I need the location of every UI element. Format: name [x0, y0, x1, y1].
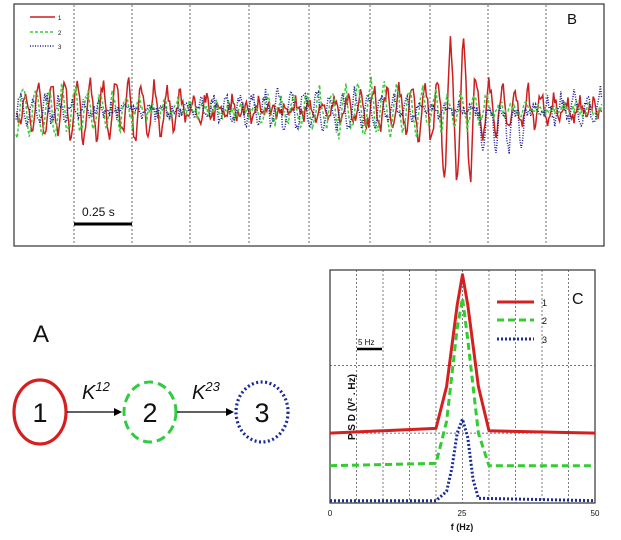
trace-2 — [15, 76, 603, 140]
legend-label-3: 3 — [58, 45, 62, 51]
panel-c-series — [329, 273, 596, 503]
panel-c: C 1 2 3 5 Hz P S D (V² . Hz) f (Hz) 0 25… — [328, 269, 600, 532]
psd-series-3 — [330, 417, 596, 503]
c-legend-label-2: 2 — [542, 316, 547, 326]
time-scale-label: 0.25 s — [82, 205, 115, 219]
node-2-label: 2 — [142, 398, 157, 428]
y-axis-label: P S D (V² . Hz) — [347, 374, 358, 440]
x-tick-label-25: 25 — [458, 509, 467, 518]
c-legend-label-1: 1 — [542, 298, 547, 308]
node-1-label: 1 — [32, 398, 47, 428]
node-3 — [234, 380, 290, 444]
edge-1-2-label: K12 — [82, 379, 111, 404]
panel-b-traces — [15, 36, 603, 183]
x-tick-label-0: 0 — [328, 509, 333, 518]
node-2 — [122, 380, 178, 444]
panel-c-gridlines — [330, 270, 595, 503]
panel-c-label: C — [572, 291, 584, 308]
psd-series-1 — [329, 273, 596, 435]
legend-label-2: 2 — [58, 31, 62, 37]
x-axis-label: f (Hz) — [451, 522, 474, 532]
edge-2-3-arrowhead — [226, 408, 234, 416]
node-3-label: 3 — [254, 398, 269, 428]
panel-a-label: A — [33, 321, 49, 348]
panel-b: 1 2 3 B 0.25 s — [13, 3, 605, 247]
freq-scale-label: 5 Hz — [358, 338, 374, 347]
legend-label-1: 1 — [58, 16, 62, 22]
panel-a: A 1 2 3 K12 K23 — [12, 321, 290, 446]
psd-series-2 — [329, 296, 595, 468]
c-legend-label-3: 3 — [542, 335, 547, 345]
node-1 — [12, 378, 68, 446]
panel-b-frame — [13, 3, 605, 247]
panel-b-gridlines — [73, 5, 547, 245]
trace-3 — [15, 85, 603, 155]
edge-1-2-arrowhead — [114, 408, 122, 416]
x-tick-label-50: 50 — [591, 509, 600, 518]
panel-b-label: B — [567, 11, 577, 28]
edge-2-3-label: K23 — [192, 379, 221, 404]
